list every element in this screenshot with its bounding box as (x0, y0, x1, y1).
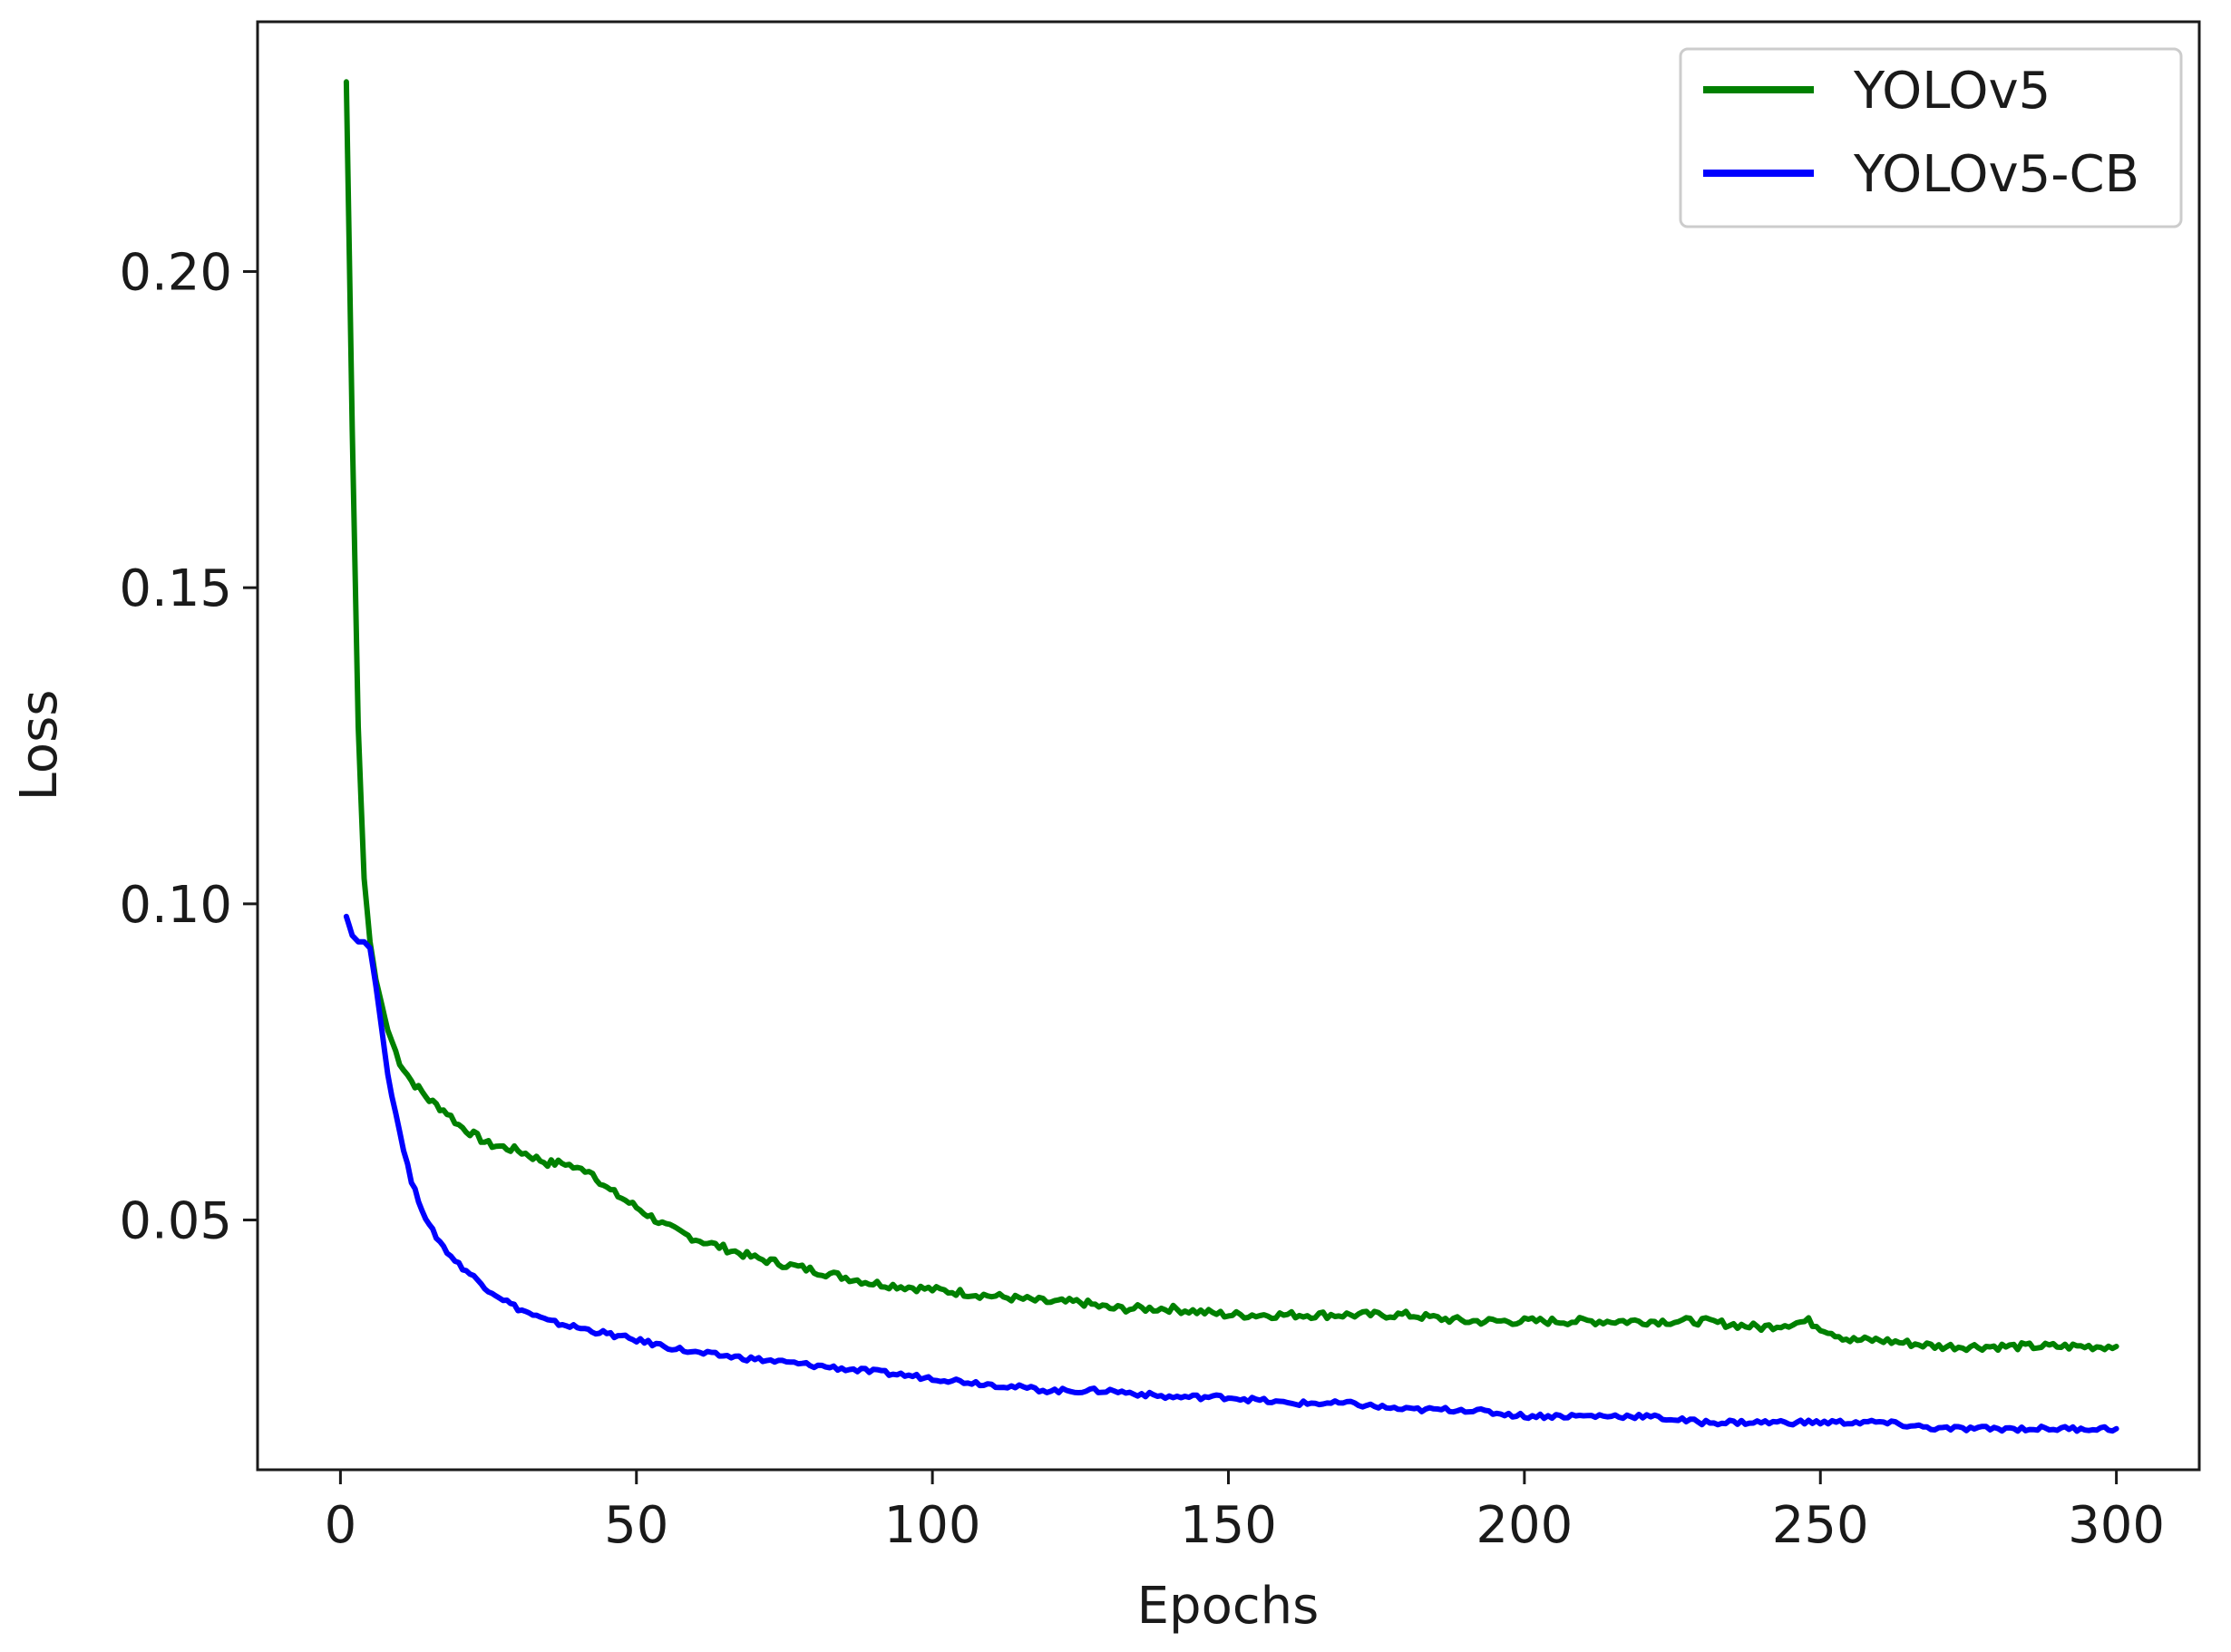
x-tick-label: 150 (1180, 1496, 1277, 1555)
series-line-yolov5 (343, 79, 2119, 1354)
x-tick-label: 250 (1772, 1496, 1869, 1555)
y-tick-label: 0.05 (119, 1192, 232, 1251)
x-tick-label: 200 (1476, 1496, 1573, 1555)
y-tick-label: 0.15 (119, 559, 232, 618)
x-axis-label: Epochs (1137, 1577, 1320, 1636)
y-axis-label: Loss (10, 690, 69, 802)
x-tick-label: 300 (2068, 1496, 2165, 1555)
x-axis: 0 50 100 150 200 250 300 (325, 1470, 2165, 1555)
x-tick-label: 100 (884, 1496, 981, 1555)
series-line-yolov5-cb (343, 913, 2119, 1434)
y-tick-label: 0.20 (119, 243, 232, 302)
x-tick-label: 0 (325, 1496, 357, 1555)
y-axis: 0.05 0.10 0.15 0.20 (119, 243, 258, 1251)
legend: YOLOv5 YOLOv5-CB (1679, 47, 2183, 228)
series-layer (343, 79, 2119, 1434)
legend-label-yolov5: YOLOv5 (1853, 62, 2051, 121)
legend-label-yolov5-cb: YOLOv5-CB (1853, 145, 2139, 204)
y-tick-label: 0.10 (119, 876, 232, 935)
x-tick-label: 50 (604, 1496, 668, 1555)
